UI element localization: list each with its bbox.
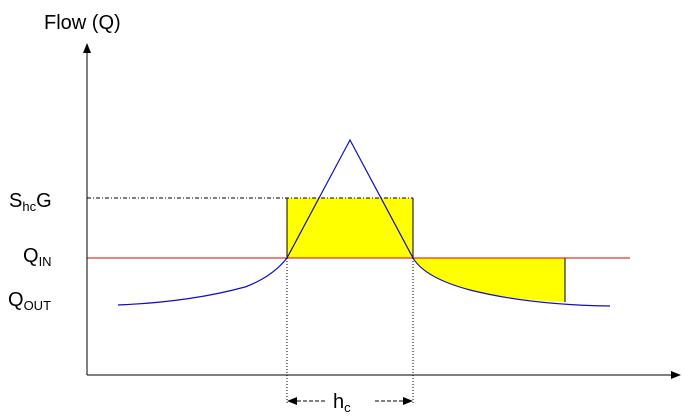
label-sub: IN xyxy=(39,254,52,269)
level-label: QIN xyxy=(23,245,52,269)
level-label: QOUT xyxy=(8,289,51,313)
surplus-area xyxy=(287,198,413,258)
flow-curve-left xyxy=(117,257,288,306)
level-label: ShcG xyxy=(9,190,52,214)
label-main: h xyxy=(333,391,344,413)
flow-peak xyxy=(286,138,414,259)
y-axis-label: Flow (Q) xyxy=(44,12,121,34)
label-suffix: G xyxy=(36,190,52,212)
label-sub: hc xyxy=(22,199,36,214)
flow-curve-right xyxy=(412,257,611,307)
label-main: S xyxy=(9,190,22,212)
label-sub: c xyxy=(344,400,351,415)
drain-area xyxy=(413,258,565,302)
label-sub: OUT xyxy=(24,298,52,313)
interval-label: hc xyxy=(333,391,351,415)
label-main: Q xyxy=(23,245,39,267)
label-main: Q xyxy=(8,289,24,311)
